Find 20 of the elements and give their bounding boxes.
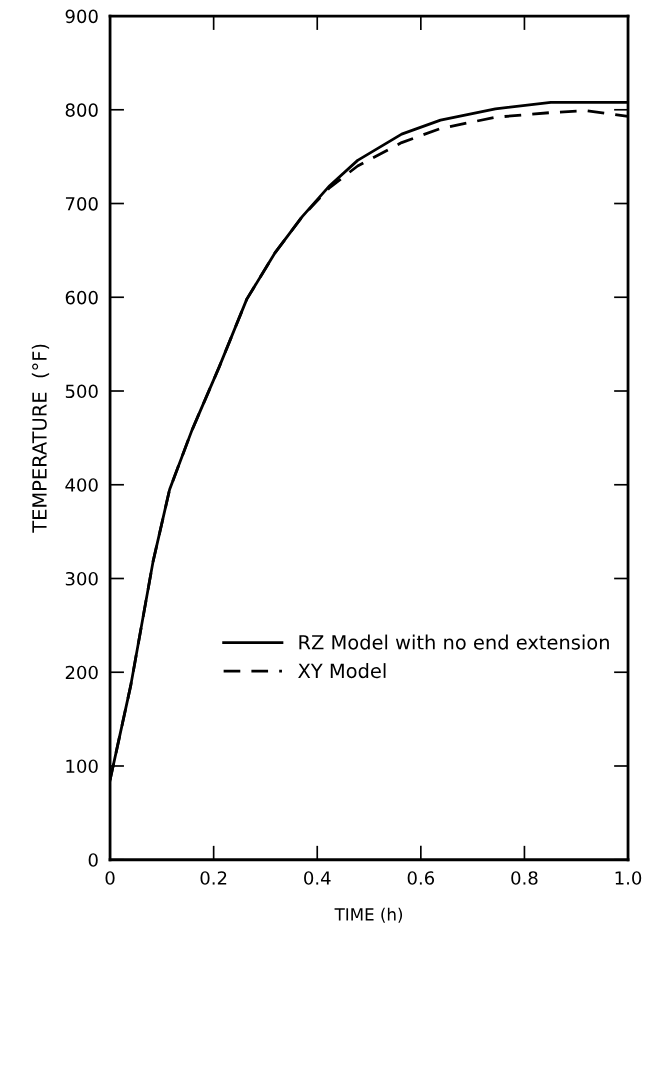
x-tick-label: 0.2 [200, 871, 227, 885]
y-tick-label: 800 [65, 103, 98, 117]
x-tick-label: 0.4 [304, 871, 331, 885]
x-tick-label: 0.8 [511, 871, 538, 885]
x-tick-label: 0 [105, 871, 115, 885]
y-tick-label: 0 [88, 853, 98, 867]
y-tick-label: 100 [66, 759, 98, 774]
legend-label: RZ Model with no end extension [299, 634, 609, 650]
y-tick-label: 600 [65, 290, 98, 305]
y-tick-label: 900 [65, 9, 98, 24]
y-tick-label: 700 [65, 196, 98, 211]
x-axis-title: TIME (h) [334, 907, 403, 923]
x-tick-label: 1.0 [615, 871, 642, 885]
x-tick-label: 0.6 [407, 871, 435, 885]
legend-label: XY Model [298, 663, 386, 679]
y-tick-label: 400 [65, 478, 98, 492]
y-axis-title: TEMPERATURE (°F) [31, 344, 50, 533]
y-tick-label: 500 [65, 384, 98, 399]
y-tick-label: 200 [65, 665, 98, 680]
y-tick-label: 300 [65, 571, 98, 586]
